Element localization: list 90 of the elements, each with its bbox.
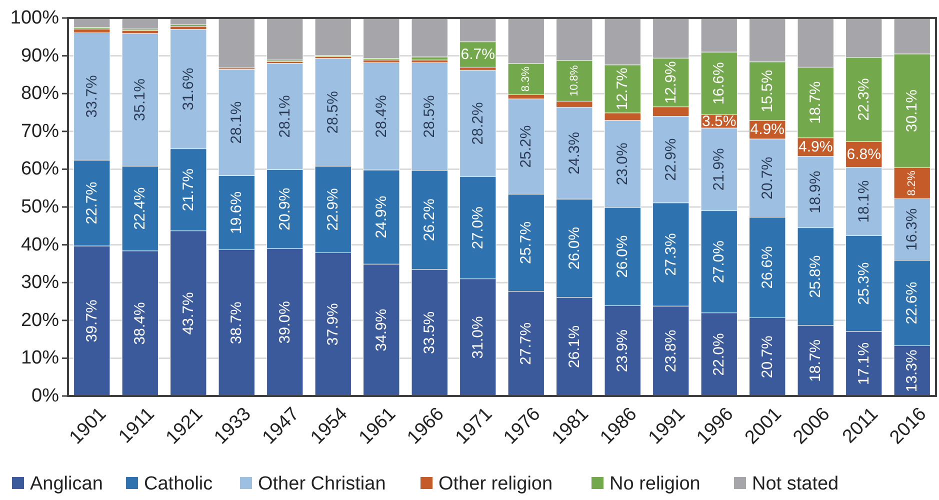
data-label: 34.9% [372,308,390,352]
data-label: 16.3% [904,208,921,251]
data-label: 28.4% [372,95,390,138]
legend-label: No religion [610,474,700,494]
data-label: 27.0% [469,206,486,250]
data-label: 22.9% [324,188,342,231]
data-label: 6.8% [846,146,881,163]
data-label: 23.0% [614,142,632,186]
y-tick-label: 10% [20,348,60,369]
data-label: 27.0% [710,240,728,284]
data-label: 28.5% [324,91,342,134]
bar [411,18,448,58]
legend-label: Not stated [752,474,839,494]
data-label: 18.7% [807,339,824,382]
data-label: 23.9% [614,330,632,372]
data-label: 27.3% [662,233,680,276]
y-tick-label: 20% [20,310,60,331]
data-label: 18.9% [807,170,824,214]
data-label: 31.6% [180,68,197,110]
data-label: 22.4% [132,187,149,230]
data-label: 22.7% [83,182,100,224]
data-label: 22.0% [710,333,728,376]
data-label: 31.0% [469,316,486,359]
data-label: 25.2% [518,125,535,168]
y-tick-label: 70% [20,120,60,142]
data-label: 8.3% [520,66,532,92]
data-label: 39.7% [83,300,100,342]
legend-label: Anglican [30,474,103,494]
data-label: 3.5% [702,112,736,130]
data-label: 20.7% [758,156,776,200]
data-label: 6.7% [460,46,495,63]
y-tick-label: 60% [20,158,60,180]
data-label: 20.7% [758,336,776,378]
data-label: 43.7% [180,292,197,335]
data-label: 20.9% [276,188,294,230]
y-tick-label: 80% [20,83,60,104]
y-tick-label: 100% [10,8,60,28]
data-label: 24.3% [566,132,583,174]
data-label: 15.5% [758,70,776,112]
data-label: 38.4% [132,302,149,345]
data-label: 26.1% [566,325,583,368]
data-label: 28.1% [276,95,294,138]
data-label: 39.0% [276,301,294,344]
data-label: 19.6% [228,191,246,234]
data-label: 18.1% [855,180,872,223]
data-label: 13.3% [904,350,921,392]
bar [314,18,352,56]
data-label: 21.7% [180,168,197,212]
data-label: 28.2% [469,102,486,145]
data-label: 17.1% [855,342,872,385]
data-label: 8.2% [906,170,918,196]
data-label: 18.7% [807,81,824,124]
data-label: 28.1% [228,101,246,144]
data-label: 28.5% [421,95,438,138]
legend-label: Other Christian [258,474,386,494]
data-label: 25.7% [518,221,535,264]
data-label: 16.6% [710,62,728,105]
data-label: 12.9% [662,61,680,104]
bar [266,18,304,60]
y-tick-label: 30% [20,272,60,294]
data-label: 25.8% [807,255,824,298]
legend-label: Other religion [438,474,553,494]
data-label: 24.9% [372,196,390,238]
data-label: 26.6% [758,246,776,289]
data-label: 10.8% [568,64,580,96]
data-label: 23.8% [662,330,680,372]
data-label: 25.3% [855,262,872,305]
data-label: 33.5% [421,311,438,354]
data-label: 22.6% [904,282,921,324]
data-label: 26.2% [421,198,438,242]
data-label: 38.7% [228,302,246,344]
y-tick-label: 40% [20,234,60,256]
data-label: 12.7% [614,68,632,110]
y-tick-label: 0% [32,386,60,406]
data-label: 21.9% [710,148,728,191]
data-label: 37.9% [324,303,342,346]
data-label: 27.7% [518,322,535,365]
bar [363,18,400,59]
data-label: 26.0% [614,235,632,278]
data-label: 35.1% [132,78,149,122]
data-label: 4.9% [798,138,833,156]
data-label: 30.1% [904,90,921,132]
data-label: 26.0% [566,226,583,270]
data-label: 33.7% [83,75,100,118]
data-label: 22.3% [855,78,872,121]
data-label: 4.9% [750,121,784,138]
legend-label: Catholic [144,474,213,494]
y-tick-label: 50% [20,196,60,218]
data-label: 22.9% [662,138,680,181]
y-tick-label: 90% [20,45,60,66]
